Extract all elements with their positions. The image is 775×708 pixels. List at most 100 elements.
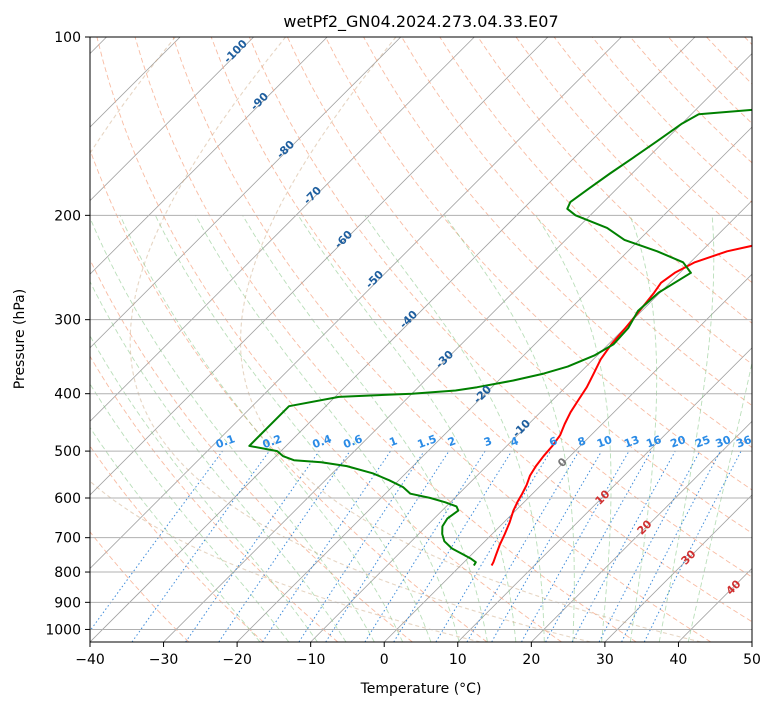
mixing-ratio-label: 0.6 <box>341 432 364 451</box>
dry-adiabat-line <box>515 37 752 284</box>
moist-adiabat-line <box>154 215 432 642</box>
isotherm-line <box>90 37 549 496</box>
isotherm-line <box>457 347 752 642</box>
y-tick-label: 400 <box>54 387 81 403</box>
mixing-ratio-label: 16 <box>644 433 663 451</box>
background-lines <box>90 37 752 642</box>
mixing-ratio-label: 13 <box>622 433 641 450</box>
mixing-ratio-label: 6 <box>547 434 559 449</box>
dry-adiabat-line <box>477 37 752 324</box>
isotherm-line <box>383 273 752 642</box>
y-tick-label: 200 <box>54 208 81 224</box>
mixing-ratio-label: 36 <box>734 433 753 451</box>
y-tick-label: 500 <box>54 444 81 460</box>
mixing-ratio-label: 4 <box>509 434 521 449</box>
isotherm-line <box>531 420 752 642</box>
moist-adiabat-line <box>687 360 752 642</box>
mixing-ratio-line <box>643 450 742 642</box>
y-axis-label: Pressure (hPa) <box>12 289 28 389</box>
x-tick-label: 30 <box>596 652 614 668</box>
moist-adiabat-line <box>364 215 545 642</box>
mixing-ratio-line <box>298 450 425 642</box>
x-tick-label: −20 <box>222 652 252 668</box>
guide-curve <box>90 37 481 642</box>
mixing-ratio-label: 0.2 <box>261 432 284 451</box>
x-tick-label: 50 <box>743 652 761 668</box>
isotherm-line <box>90 37 254 202</box>
x-tick-label: 20 <box>522 652 540 668</box>
moist-adiabat-line <box>242 215 488 642</box>
mixing-ratio-line <box>545 450 652 642</box>
profile-series <box>248 108 752 566</box>
dry-adiabat-line <box>401 37 752 407</box>
dry-adiabat-line <box>90 258 413 642</box>
mixing-ratio-line <box>131 450 270 642</box>
y-tick-label: 700 <box>54 531 81 547</box>
mixing-ratio-line <box>185 450 320 642</box>
isotherm-line <box>236 126 752 642</box>
mixing-ratio-label: 10 <box>595 433 614 451</box>
mixing-ratio-label: 1.5 <box>416 432 439 451</box>
y-tick-label: 900 <box>54 595 81 611</box>
mixing-ratio-label: 1 <box>388 434 400 449</box>
moist-adiabat-line <box>90 280 347 642</box>
dry-adiabat-line <box>172 37 712 642</box>
moist-adiabat-line <box>297 215 517 642</box>
x-tick-label: 10 <box>449 652 467 668</box>
guide-curve <box>129 37 591 642</box>
isotherm-line <box>163 52 752 642</box>
y-tick-label: 100 <box>54 30 81 46</box>
mixing-ratio-line <box>571 450 676 642</box>
isotherm-line <box>604 494 752 642</box>
x-tick-label: 40 <box>670 652 688 668</box>
moist-adiabat-line <box>119 215 404 642</box>
dry-adiabat-line <box>90 355 339 642</box>
mixing-ratio-label: 20 <box>669 433 688 451</box>
y-tick-label: 800 <box>54 565 81 581</box>
x-tick-label: 0 <box>380 652 389 668</box>
dry-adiabat-line <box>90 531 190 642</box>
isotherm-line <box>90 37 622 570</box>
chart-title: wetPf2_GN04.2024.273.04.33.E07 <box>283 12 558 32</box>
mixing-ratio-label: 0.4 <box>311 432 334 451</box>
x-axis-label: Temperature (°C) <box>360 681 482 697</box>
isotherm-line <box>90 37 475 422</box>
mixing-ratio-label: 25 <box>693 433 712 450</box>
mixing-ratio-label: 30 <box>714 433 733 451</box>
moist-adiabat-line <box>90 334 318 642</box>
plot-frame <box>89 36 753 643</box>
dry-adiabat-line <box>325 37 752 491</box>
mixing-ratio-label: 8 <box>576 434 588 449</box>
moist-adiabat-line <box>90 383 290 642</box>
y-tick-label: 1000 <box>45 622 81 638</box>
dry-adiabat-line <box>90 148 488 642</box>
mixing-ratio-line <box>218 450 351 642</box>
mixing-ratio-label: 2 <box>446 434 458 449</box>
moist-adiabat-line <box>90 216 375 642</box>
x-tick-label: −30 <box>149 652 179 668</box>
moist-adiabat-line <box>90 426 261 642</box>
pressure-gridlines <box>90 37 752 630</box>
y-axis-ticks: 100 200 300 400 500 600 700 800 900 1000 <box>45 30 90 638</box>
mixing-ratio-line <box>262 450 391 642</box>
y-tick-label: 300 <box>54 313 81 329</box>
x-axis-ticks: −40 −30 −20 −10 0 10 20 30 40 50 <box>75 642 761 668</box>
moist-adiabat-line <box>195 215 460 642</box>
mixing-ratio-line <box>325 450 450 642</box>
profile-line-1 <box>248 108 752 566</box>
dry-adiabat-line <box>134 37 637 642</box>
mixing-ratio-line <box>90 450 223 632</box>
y-tick-label: 600 <box>54 491 81 507</box>
guide-curve <box>239 37 701 642</box>
mixing-ratio-label: 0.1 <box>214 432 237 451</box>
dry-adiabat-line <box>210 37 752 623</box>
mixing-ratio-line <box>521 450 630 642</box>
profile-line-0 <box>490 244 752 566</box>
isotherm-line <box>90 37 696 642</box>
moist-adiabat-line <box>629 215 658 642</box>
mixing-ratio-label: 3 <box>482 434 494 449</box>
isotherm-line <box>90 37 402 349</box>
